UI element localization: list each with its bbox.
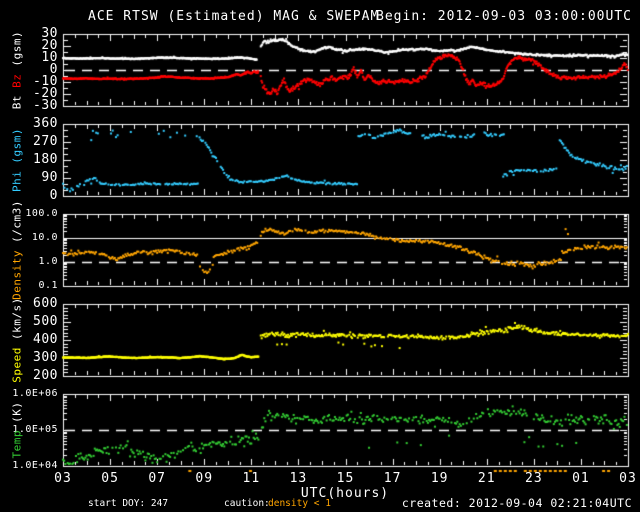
y-tick-label: 30 xyxy=(41,26,58,41)
y-axis-label-part: Density xyxy=(10,242,24,300)
footer-caution-label: caution: xyxy=(224,498,270,509)
y-tick-label: 600 xyxy=(33,296,58,311)
y-axis-label-phi: Phi (gsm) xyxy=(11,128,24,192)
y-tick-label: 0 xyxy=(49,62,58,77)
x-tick-label: 15 xyxy=(336,471,355,486)
y-axis-label-part: (gsm) xyxy=(10,30,24,74)
y-tick-label: 0.1 xyxy=(38,280,58,291)
y-axis-label-temp: Temp (K) xyxy=(11,402,24,459)
x-tick-label: 11 xyxy=(242,471,261,486)
y-tick-label: 180 xyxy=(33,152,58,167)
y-tick-label: 20 xyxy=(41,38,58,53)
x-tick-label: 23 xyxy=(525,471,543,486)
x-tick-label: 05 xyxy=(101,471,119,486)
y-tick-label: 1.0E+04 xyxy=(12,460,58,471)
y-tick-label: 200 xyxy=(33,368,58,383)
x-tick-label: 03 xyxy=(619,471,637,486)
y-axis-label-part: Bz xyxy=(10,73,24,88)
x-tick-label: 09 xyxy=(195,471,214,486)
x-tick-label: 07 xyxy=(148,471,166,486)
y-tick-label: -20 xyxy=(33,86,58,101)
y-tick-label: 360 xyxy=(33,116,58,131)
y-axis-label-density: Density (/cm3) xyxy=(11,200,24,300)
y-tick-label: 400 xyxy=(33,332,58,347)
x-tick-label: 21 xyxy=(477,471,496,486)
y-axis-label-part: (/cm3) xyxy=(10,200,24,243)
y-tick-label: 10.0 xyxy=(31,232,58,243)
begin-timestamp: Begin: 2012-09-03 03:00:00UTC xyxy=(376,9,632,24)
y-tick-label: 300 xyxy=(33,350,58,365)
y-axis-label-mag: Bt Bz (gsm) xyxy=(11,31,24,109)
x-tick-label: 03 xyxy=(54,471,72,486)
y-axis-label-part: Temp xyxy=(10,422,24,459)
x-axis-title: UTC(hours) xyxy=(300,486,390,501)
y-tick-label: -10 xyxy=(33,74,58,89)
y-tick-label: 1.0E+05 xyxy=(12,424,58,435)
y-tick-label: 270 xyxy=(33,134,58,149)
y-tick-label: 500 xyxy=(33,314,58,329)
y-tick-label: 0 xyxy=(49,188,58,203)
footer-created-timestamp: created: 2012-09-04 02:21:04UTC xyxy=(401,496,632,510)
y-tick-label: -30 xyxy=(33,98,58,113)
y-tick-label: 1.0 xyxy=(38,256,58,267)
page-title: ACE RTSW (Estimated) MAG & SWEPAM xyxy=(88,9,380,24)
x-tick-label: 13 xyxy=(289,471,308,486)
y-tick-label: 10 xyxy=(41,50,58,65)
y-tick-label: 90 xyxy=(41,170,58,185)
x-tick-label: 17 xyxy=(383,471,402,486)
y-tick-label: 100.0 xyxy=(25,208,58,219)
x-tick-label: 19 xyxy=(430,471,449,486)
y-axis-label-part: Phi (gsm) xyxy=(10,127,24,193)
y-axis-label-part: (K) xyxy=(10,401,24,423)
y-tick-label: 1.0E+06 xyxy=(12,388,58,399)
y-axis-label-speed: Speed (km/s) xyxy=(11,297,24,383)
y-axis-label-part: Speed xyxy=(10,340,24,383)
y-axis-label-part: (km/s) xyxy=(10,297,24,340)
x-tick-label: 01 xyxy=(572,471,590,486)
footer-start-doy: start DOY: 247 xyxy=(88,498,169,509)
footer-caution-value: density < 1 xyxy=(268,498,331,509)
y-axis-label-part: Bt xyxy=(10,87,24,110)
